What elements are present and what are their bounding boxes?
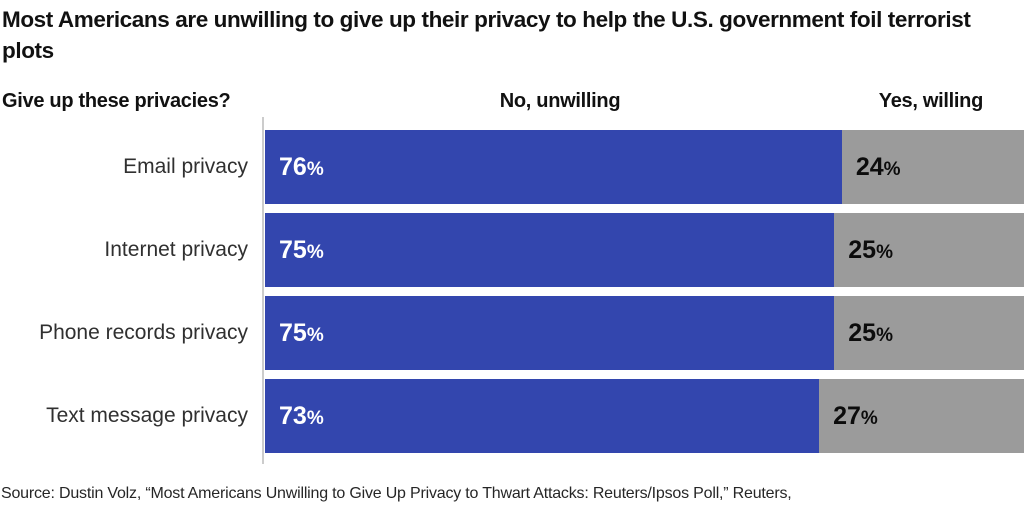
bar-row-internet: Internet privacy 75% 25% <box>0 213 1024 287</box>
no-segment: 75% <box>265 296 835 370</box>
category-label: Text message privacy <box>46 404 248 427</box>
yes-segment: 25% <box>834 296 1024 370</box>
yes-value-label: 27% <box>833 401 878 430</box>
source-citation: Source: Dustin Volz, “Most Americans Unw… <box>1 485 792 502</box>
no-value-label: 75% <box>279 318 324 347</box>
legend-yes-willing: Yes, willing <box>878 90 984 112</box>
stacked-bar: 75% 25% <box>265 213 1024 287</box>
chart-title: Most Americans are unwilling to give up … <box>2 7 971 63</box>
yes-segment: 24% <box>841 130 1024 204</box>
no-value-label: 75% <box>279 235 324 264</box>
question-header: Give up these privacies? <box>2 90 231 112</box>
yes-value-label: 25% <box>848 235 893 264</box>
bar-row-text-message: Text message privacy 73% 27% <box>0 379 1024 453</box>
baseline-axis <box>262 117 264 464</box>
bar-row-email: Email privacy 76% 24% <box>0 130 1024 204</box>
category-label: Email privacy <box>123 155 248 178</box>
no-value-label: 76% <box>279 152 324 181</box>
column-headers: Give up these privacies? No, unwilling Y… <box>0 90 1024 116</box>
no-segment: 73% <box>265 379 820 453</box>
bar-rows: Email privacy 76% 24% Internet privacy 7… <box>0 130 1024 462</box>
stacked-bar: 76% 24% <box>265 130 1024 204</box>
bar-row-phone-records: Phone records privacy 75% 25% <box>0 296 1024 370</box>
category-label: Internet privacy <box>104 238 248 261</box>
no-segment: 75% <box>265 213 835 287</box>
no-segment: 76% <box>265 130 842 204</box>
no-value-label: 73% <box>279 401 324 430</box>
yes-segment: 27% <box>819 379 1024 453</box>
category-label: Phone records privacy <box>39 321 248 344</box>
yes-value-label: 25% <box>848 318 893 347</box>
stacked-bar: 75% 25% <box>265 296 1024 370</box>
yes-value-label: 24% <box>855 152 901 181</box>
legend-no-unwilling: No, unwilling <box>499 90 621 112</box>
stacked-bar: 73% 27% <box>265 379 1024 453</box>
yes-segment: 25% <box>834 213 1024 287</box>
